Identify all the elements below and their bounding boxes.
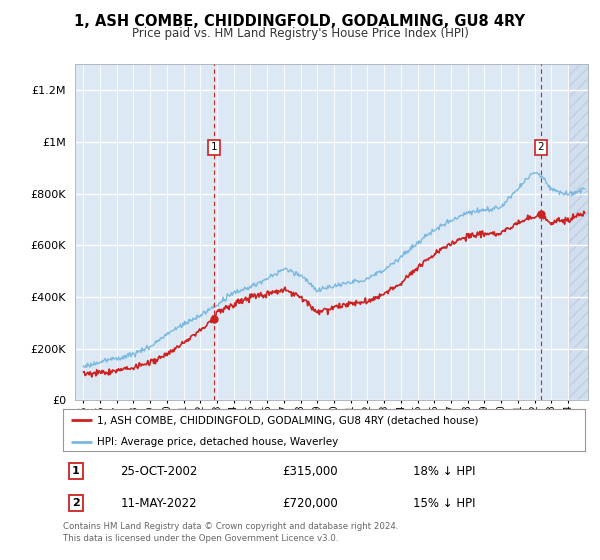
Text: 18% ↓ HPI: 18% ↓ HPI [413,465,475,478]
Text: £720,000: £720,000 [282,497,338,510]
Text: Price paid vs. HM Land Registry's House Price Index (HPI): Price paid vs. HM Land Registry's House … [131,27,469,40]
Text: 1: 1 [72,466,80,476]
Text: 1: 1 [211,142,217,152]
Text: 11-MAY-2022: 11-MAY-2022 [121,497,197,510]
Text: £315,000: £315,000 [282,465,338,478]
Text: 1, ASH COMBE, CHIDDINGFOLD, GODALMING, GU8 4RY (detached house): 1, ASH COMBE, CHIDDINGFOLD, GODALMING, G… [97,415,478,425]
Text: 2: 2 [538,142,544,152]
Text: 1, ASH COMBE, CHIDDINGFOLD, GODALMING, GU8 4RY: 1, ASH COMBE, CHIDDINGFOLD, GODALMING, G… [74,14,526,29]
Text: 15% ↓ HPI: 15% ↓ HPI [413,497,475,510]
Bar [569,64,588,400]
Text: HPI: Average price, detached house, Waverley: HPI: Average price, detached house, Wave… [97,437,338,446]
Text: 2: 2 [72,498,80,508]
Text: Contains HM Land Registry data © Crown copyright and database right 2024.
This d: Contains HM Land Registry data © Crown c… [63,522,398,543]
Text: 25-OCT-2002: 25-OCT-2002 [121,465,198,478]
